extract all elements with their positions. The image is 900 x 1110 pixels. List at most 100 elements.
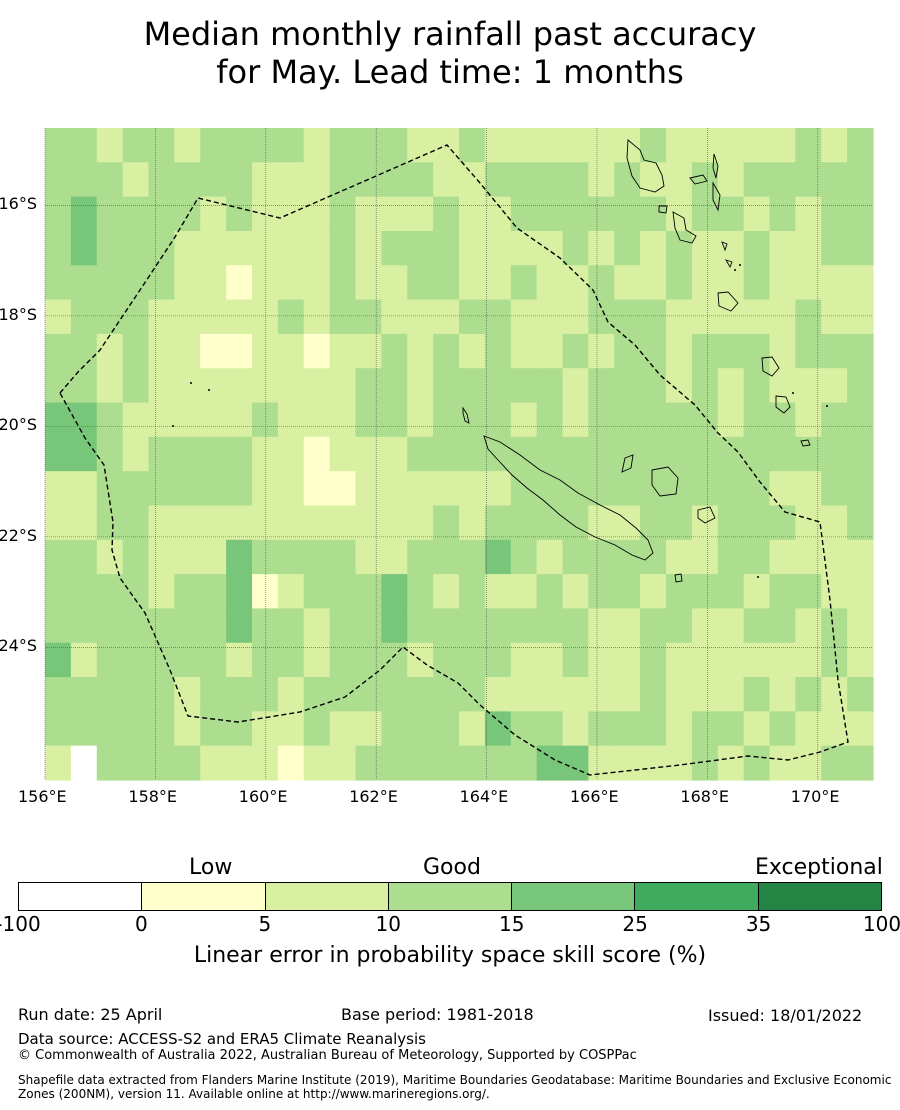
grid-cell bbox=[666, 745, 693, 781]
grid-cell bbox=[200, 230, 227, 266]
grid-cell bbox=[614, 368, 641, 404]
grid-cell bbox=[640, 505, 667, 541]
grid-cell bbox=[407, 402, 434, 438]
grid-cell bbox=[45, 677, 72, 712]
grid-cell bbox=[459, 333, 486, 369]
grid-cell bbox=[433, 436, 460, 472]
grid-cell bbox=[588, 505, 615, 541]
grid-cell bbox=[96, 539, 124, 575]
grid-cell bbox=[200, 128, 227, 163]
grid-cell bbox=[459, 196, 486, 232]
grid-cell bbox=[122, 574, 150, 610]
grid-cell bbox=[355, 574, 382, 610]
grid-cell bbox=[200, 539, 227, 575]
grid-cell bbox=[96, 677, 124, 712]
grid-cell bbox=[329, 402, 357, 438]
grid-cell bbox=[795, 745, 822, 781]
grid-cell bbox=[355, 745, 382, 781]
grid-cell bbox=[303, 230, 331, 266]
grid-cell bbox=[640, 642, 667, 678]
grid-cell bbox=[614, 539, 641, 575]
grid-cell bbox=[769, 402, 796, 438]
grid-cell bbox=[122, 642, 150, 678]
colorbar-category-exceptional: Exceptional bbox=[755, 855, 883, 880]
grid-cell bbox=[252, 368, 279, 404]
latitude-tick-label: 16°S bbox=[0, 194, 37, 214]
grid-cell bbox=[769, 128, 796, 163]
grid-cell bbox=[769, 368, 796, 404]
grid-cell bbox=[122, 333, 150, 369]
grid-cell bbox=[510, 677, 538, 712]
grid-cell bbox=[743, 608, 771, 644]
grid-cell bbox=[484, 436, 512, 472]
grid-cell bbox=[691, 162, 719, 198]
grid-cell bbox=[303, 265, 331, 301]
grid-cell bbox=[588, 128, 615, 163]
grid-cell bbox=[795, 196, 822, 232]
grid-cell bbox=[821, 642, 848, 678]
grid-cell bbox=[226, 299, 253, 335]
grid-cell bbox=[536, 368, 564, 404]
grid-cell bbox=[355, 196, 382, 232]
grid-cell bbox=[226, 402, 253, 438]
grid-cell bbox=[174, 333, 201, 369]
grid-cell bbox=[200, 711, 227, 747]
grid-cell bbox=[174, 539, 201, 575]
grid-cell bbox=[562, 745, 589, 781]
grid-cell bbox=[381, 608, 408, 644]
grid-cell bbox=[70, 471, 98, 507]
grid-cell bbox=[122, 505, 150, 541]
grid-cell bbox=[484, 368, 512, 404]
grid-cell bbox=[381, 677, 408, 712]
small-islet bbox=[792, 392, 794, 394]
grid-cell bbox=[588, 642, 615, 678]
grid-cell bbox=[484, 574, 512, 610]
grid-cell bbox=[691, 574, 719, 610]
grid-cell bbox=[769, 299, 796, 335]
colorbar-bin bbox=[142, 883, 266, 910]
grid-cell bbox=[821, 230, 848, 266]
small-islet bbox=[739, 264, 741, 266]
grid-cell bbox=[562, 711, 589, 747]
grid-cell bbox=[743, 745, 771, 781]
grid-cell bbox=[45, 196, 72, 232]
grid-cell bbox=[614, 299, 641, 335]
grid-cell bbox=[355, 402, 382, 438]
grid-cell bbox=[148, 162, 175, 198]
grid-cell bbox=[484, 745, 512, 781]
grid-cell bbox=[847, 505, 874, 541]
grid-cell bbox=[200, 402, 227, 438]
landmasses bbox=[172, 139, 828, 583]
grid-cell bbox=[70, 711, 98, 747]
grid-cell bbox=[717, 539, 745, 575]
grid-cell bbox=[743, 230, 771, 266]
longitude-tick-label: 160°E bbox=[238, 787, 288, 806]
grid-cell bbox=[226, 539, 253, 575]
colorbar-tick-label: 10 bbox=[375, 912, 402, 936]
grid-cell bbox=[277, 574, 305, 610]
grid-cell bbox=[769, 608, 796, 644]
grid-cell bbox=[769, 436, 796, 472]
grid-cell bbox=[122, 128, 150, 163]
grid-cell bbox=[795, 711, 822, 747]
grid-cell bbox=[795, 333, 822, 369]
grid-cell bbox=[821, 265, 848, 301]
grid-cell bbox=[148, 539, 175, 575]
grid-cell bbox=[407, 299, 434, 335]
grid-cell bbox=[769, 574, 796, 610]
grid-cell bbox=[536, 402, 564, 438]
grid-cell bbox=[122, 745, 150, 781]
grid-cell bbox=[381, 333, 408, 369]
grid-cell bbox=[847, 333, 874, 369]
grid-cell bbox=[795, 574, 822, 610]
grid-cell bbox=[381, 505, 408, 541]
grid-cell bbox=[252, 471, 279, 507]
grid-cell bbox=[45, 711, 72, 747]
grid-cell bbox=[96, 505, 124, 541]
grid-cell bbox=[96, 574, 124, 610]
grid-cell bbox=[252, 505, 279, 541]
grid-cell bbox=[484, 265, 512, 301]
grid-cell bbox=[640, 677, 667, 712]
longitude-tick-label: 166°E bbox=[570, 787, 619, 806]
grid-cell bbox=[666, 265, 693, 301]
